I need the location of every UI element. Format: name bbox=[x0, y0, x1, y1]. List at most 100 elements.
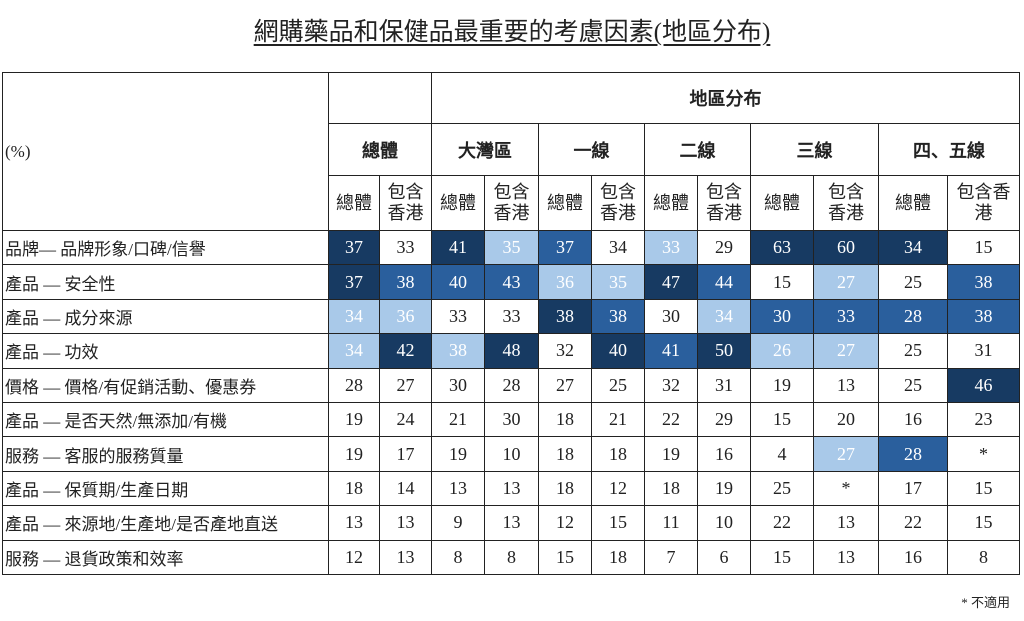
value-cell: 23 bbox=[947, 401, 1020, 438]
value-cell: 20 bbox=[813, 401, 879, 438]
value-cell: 19 bbox=[697, 470, 751, 507]
value-cell: 6 bbox=[697, 539, 751, 575]
value-cell: 31 bbox=[697, 367, 751, 403]
value-cell: 33 bbox=[813, 298, 879, 335]
value-cell: 13 bbox=[484, 505, 539, 541]
value-cell: 19 bbox=[328, 436, 380, 472]
value-cell: 37 bbox=[538, 229, 592, 266]
value-cell: 15 bbox=[947, 229, 1020, 266]
value-cell: 16 bbox=[878, 401, 948, 438]
value-cell: 22 bbox=[750, 505, 814, 541]
group-header: 二線 bbox=[644, 123, 751, 176]
value-cell: 18 bbox=[538, 436, 592, 472]
value-cell: 34 bbox=[697, 298, 751, 335]
value-cell: 30 bbox=[644, 298, 698, 335]
value-cell: 25 bbox=[878, 264, 948, 300]
value-cell: 32 bbox=[538, 333, 592, 369]
value-cell: 33 bbox=[431, 298, 485, 335]
value-cell: 28 bbox=[878, 436, 948, 472]
value-cell: 15 bbox=[750, 539, 814, 575]
value-cell: 46 bbox=[947, 367, 1020, 403]
value-cell: 10 bbox=[697, 505, 751, 541]
value-cell: 14 bbox=[379, 470, 432, 507]
row-label: 產品 — 安全性 bbox=[2, 264, 329, 300]
value-cell: 26 bbox=[750, 333, 814, 369]
value-cell: 13 bbox=[813, 505, 879, 541]
value-cell: 12 bbox=[538, 505, 592, 541]
value-cell: 21 bbox=[591, 401, 645, 438]
value-cell: 33 bbox=[644, 229, 698, 266]
value-cell: 34 bbox=[328, 333, 380, 369]
value-cell: 27 bbox=[813, 264, 879, 300]
value-cell: 13 bbox=[431, 470, 485, 507]
row-label: 產品 — 保質期/生產日期 bbox=[2, 470, 329, 507]
subcolumn-header: 包含香港 bbox=[697, 175, 751, 231]
value-cell: 15 bbox=[591, 505, 645, 541]
value-cell: 15 bbox=[750, 264, 814, 300]
value-cell: 48 bbox=[484, 333, 539, 369]
value-cell: 15 bbox=[538, 539, 592, 575]
table-row: 產品 — 功效 34 42 38 48 32 40 41 50 26 27 25 31 bbox=[2, 333, 1020, 369]
value-cell: 27 bbox=[379, 367, 432, 403]
value-cell: 22 bbox=[878, 505, 948, 541]
value-cell: 24 bbox=[379, 401, 432, 438]
value-cell: 18 bbox=[591, 539, 645, 575]
value-cell: 41 bbox=[431, 229, 485, 266]
value-cell: 13 bbox=[484, 470, 539, 507]
row-label: 品牌— 品牌形象/口碑/信譽 bbox=[2, 229, 329, 266]
page-title: 網購藥品和保健品最重要的考慮因素(地區分布) bbox=[253, 19, 771, 46]
value-cell: 8 bbox=[484, 539, 539, 575]
value-cell: 16 bbox=[697, 436, 751, 472]
footnote: * 不適用 bbox=[961, 595, 1010, 610]
value-cell: 38 bbox=[947, 298, 1020, 335]
group-header: 四、五線 bbox=[878, 123, 1020, 176]
value-cell: 15 bbox=[947, 470, 1020, 507]
table-row: 產品 — 安全性 37 38 40 43 36 35 47 44 15 27 25 38 bbox=[2, 264, 1020, 300]
value-cell: 38 bbox=[431, 333, 485, 369]
value-cell: 50 bbox=[697, 333, 751, 369]
value-cell: 28 bbox=[328, 367, 380, 403]
value-cell: 31 bbox=[947, 333, 1020, 369]
group-header: 三線 bbox=[750, 123, 879, 176]
value-cell: 33 bbox=[379, 229, 432, 266]
value-cell: 38 bbox=[538, 298, 592, 335]
value-cell: 7 bbox=[644, 539, 698, 575]
value-cell: 16 bbox=[878, 539, 948, 575]
value-cell: 40 bbox=[591, 333, 645, 369]
value-cell: 34 bbox=[328, 298, 380, 335]
value-cell: 30 bbox=[484, 401, 539, 438]
value-cell: 13 bbox=[813, 367, 879, 403]
value-cell: 17 bbox=[379, 436, 432, 472]
value-cell: 19 bbox=[750, 367, 814, 403]
value-cell: 8 bbox=[947, 539, 1020, 575]
region-header: 地區分布 bbox=[431, 72, 1020, 124]
value-cell: 34 bbox=[878, 229, 948, 266]
value-cell: 18 bbox=[328, 470, 380, 507]
value-cell: 18 bbox=[644, 470, 698, 507]
value-cell: 36 bbox=[538, 264, 592, 300]
value-cell: 29 bbox=[697, 401, 751, 438]
value-cell: 13 bbox=[813, 539, 879, 575]
subcolumn-header: 包含香港 bbox=[379, 175, 432, 231]
value-cell: 44 bbox=[697, 264, 751, 300]
value-cell: 40 bbox=[431, 264, 485, 300]
value-cell: 18 bbox=[538, 401, 592, 438]
row-label: 價格 — 價格/有促銷活動、優惠券 bbox=[2, 367, 329, 403]
value-cell: 28 bbox=[484, 367, 539, 403]
value-cell: 13 bbox=[379, 505, 432, 541]
subcolumn-header: 包含香港 bbox=[591, 175, 645, 231]
row-label: 服務 — 客服的服務質量 bbox=[2, 436, 329, 472]
row-label: 產品 — 是否天然/無添加/有機 bbox=[2, 401, 329, 438]
group-header: 大灣區 bbox=[431, 123, 539, 176]
table-row: 價格 — 價格/有促銷活動、優惠券 28 27 30 28 27 25 32 31 19 13 25 4… bbox=[2, 367, 1020, 403]
value-cell: 25 bbox=[878, 333, 948, 369]
data-table: (%) 地區分布 總體 大灣區 一線 二線 三線 四、五線 總體 包含香港 總體 包含香港 總體包… bbox=[2, 72, 1020, 575]
value-cell: 38 bbox=[591, 298, 645, 335]
value-cell: 21 bbox=[431, 401, 485, 438]
value-cell: 42 bbox=[379, 333, 432, 369]
value-cell: 12 bbox=[328, 539, 380, 575]
value-cell: 32 bbox=[644, 367, 698, 403]
value-cell: 30 bbox=[750, 298, 814, 335]
value-cell: 43 bbox=[484, 264, 539, 300]
table-row: 產品 — 保質期/生產日期 18 14 13 13 18 12 18 19 25 * 17 15 bbox=[2, 470, 1020, 507]
